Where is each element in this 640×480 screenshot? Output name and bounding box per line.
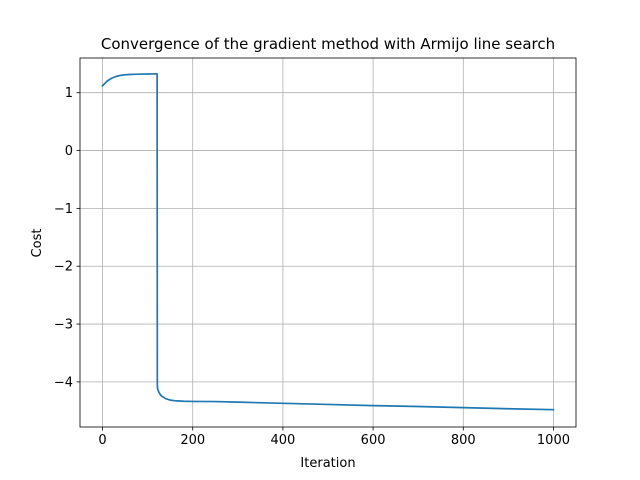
axis-ticks: 0 200 400 600 800 1000 1 0 −1 −2 −3 −4 [54, 86, 570, 448]
grid-lines [80, 58, 576, 427]
x-tick-label: 800 [451, 433, 476, 448]
plot-area [101, 73, 555, 411]
series-line [101, 73, 555, 411]
y-tick-label: −4 [54, 375, 73, 390]
y-tick-label: −3 [54, 318, 73, 333]
x-axis-label: Iteration [300, 456, 355, 471]
axes-frame [79, 57, 577, 428]
x-tick-label: 1000 [537, 433, 570, 448]
y-axis-label: Cost [30, 229, 45, 258]
x-tick-label: 400 [270, 433, 295, 448]
chart-title: Convergence of the gradient method with … [101, 35, 555, 53]
x-tick-label: 0 [98, 433, 106, 448]
x-tick-label: 200 [180, 433, 205, 448]
y-tick-label: −1 [54, 202, 73, 217]
y-tick-label: 0 [65, 144, 73, 159]
y-tick-label: 1 [65, 86, 73, 101]
y-tick-label: −2 [54, 260, 73, 275]
x-tick-label: 600 [361, 433, 386, 448]
